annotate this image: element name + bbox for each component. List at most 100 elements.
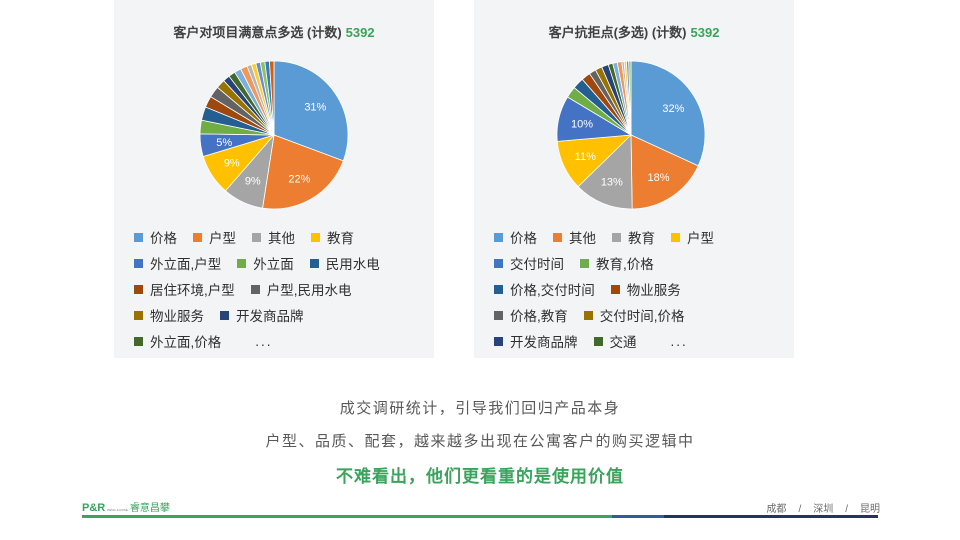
legend-item: 物业服务 bbox=[610, 279, 681, 299]
pie-slice bbox=[628, 60, 632, 136]
legend-item: 价格,交付时间 bbox=[494, 279, 595, 299]
legend-row: 价格,教育 交付时间,价格 bbox=[494, 302, 786, 328]
legend-label: 外立面 bbox=[253, 257, 294, 272]
legend-swatch bbox=[494, 284, 503, 294]
legend-label: 价格 bbox=[150, 231, 177, 246]
logo-small-text: PENG & ROSE bbox=[107, 508, 128, 512]
legend-swatch bbox=[134, 336, 143, 346]
legend-label: 物业服务 bbox=[150, 309, 204, 324]
legend-row: 交付时间 教育,价格 bbox=[494, 250, 786, 276]
legend-row: 价格 户型 其他 教育 bbox=[134, 224, 426, 250]
legend-label: 民用水电 bbox=[325, 257, 380, 272]
legend-swatch bbox=[250, 284, 260, 294]
pie-slice-label: 5% bbox=[216, 137, 232, 149]
pie-slice-label: 31% bbox=[304, 101, 326, 113]
legend-label: 教育,价格 bbox=[596, 257, 654, 272]
legend-swatch bbox=[553, 232, 562, 242]
legend-label: 教育 bbox=[628, 231, 655, 246]
pie-slice bbox=[273, 60, 349, 162]
legend-item: 价格 bbox=[494, 227, 537, 247]
legend-row: 价格,交付时间 物业服务 bbox=[494, 276, 786, 302]
footer-bar-navy bbox=[664, 515, 878, 518]
legend-label: 交通 bbox=[609, 335, 637, 350]
legend-swatch bbox=[220, 310, 229, 320]
legend-swatch bbox=[580, 258, 589, 268]
legend-row: 价格 其他 教育 户型 bbox=[494, 224, 786, 250]
legend-label: 价格,交付时间 bbox=[510, 283, 595, 298]
legend-label: 其他 bbox=[569, 231, 596, 246]
legend-row: 开发商品牌 交通... bbox=[494, 328, 786, 354]
legend-label: 价格,教育 bbox=[510, 309, 568, 324]
chart-panel-objections: 客户抗拒点(多选) (计数) 5392 32% 18% 13% 11% 10% 价格 其他教… bbox=[474, 0, 794, 358]
caption-highlight: 不难看出，他们更看重的是使用价值 bbox=[336, 467, 624, 486]
legend-swatch bbox=[610, 284, 620, 294]
pie-slice-label: 11% bbox=[575, 151, 596, 163]
pie-slice bbox=[262, 134, 344, 210]
legend-row: 外立面,价格... bbox=[134, 328, 426, 354]
chart-title: 客户抗拒点(多选) (计数) 5392 bbox=[474, 22, 794, 41]
pie-slice bbox=[577, 134, 633, 210]
city-shenzhen: 深圳 bbox=[813, 504, 834, 515]
pie-slice-label: 18% bbox=[647, 172, 669, 184]
legend-item: 价格 bbox=[134, 227, 177, 247]
legend-item: 教育,价格 bbox=[580, 253, 654, 273]
footer-bar-green bbox=[82, 515, 612, 518]
legend-more-indicator: ... bbox=[255, 333, 273, 349]
legend-item: 居住环境,户型 bbox=[134, 279, 235, 299]
legend-item: 户型 bbox=[671, 227, 714, 247]
legend-label: 户型 bbox=[209, 231, 236, 246]
city-list: 成都 / 深圳 / 昆明 bbox=[766, 500, 880, 515]
chart-legend: 价格 户型 其他 教育 外立面,户型 外立面 民用水电 居住环境,户型 户型,民用水电 物业服务 开… bbox=[134, 224, 426, 354]
legend-label: 外立面,价格 bbox=[150, 335, 222, 350]
legend-item: 教育 bbox=[612, 227, 655, 247]
legend-swatch bbox=[494, 310, 503, 320]
pie-slice-label: 22% bbox=[288, 173, 310, 185]
legend-label: 物业服务 bbox=[626, 283, 681, 298]
pie-slice-label: 10% bbox=[571, 119, 593, 131]
legend-item: 交付时间 bbox=[494, 253, 564, 273]
legend-swatch bbox=[134, 284, 143, 294]
city-separator: / bbox=[845, 504, 848, 515]
chart-title: 客户对项目满意点多选 (计数) 5392 bbox=[114, 22, 434, 41]
legend-label: 教育 bbox=[327, 231, 354, 246]
caption-line-1: 成交调研统计，引导我们回归产品本身 bbox=[339, 400, 621, 417]
pie-slice bbox=[630, 60, 706, 167]
pie-slice-label: 32% bbox=[662, 103, 684, 115]
legend-swatch bbox=[134, 310, 143, 320]
legend-item: 交付时间,价格 bbox=[583, 305, 685, 325]
legend-item: 户型,民用水电 bbox=[250, 279, 352, 299]
legend-label: 户型,民用水电 bbox=[266, 283, 352, 298]
legend-item: 教育 bbox=[311, 227, 354, 247]
pie-slice-label: 9% bbox=[224, 157, 240, 169]
logo-name: 睿意昌攀 bbox=[129, 503, 170, 514]
legend-swatch bbox=[593, 336, 603, 346]
legend-item: 开发商品牌 bbox=[494, 331, 578, 351]
footer-bar-blue bbox=[612, 515, 664, 518]
legend-item: 开发商品牌 bbox=[220, 305, 304, 325]
pie-chart-satisfaction: 31% 22% 9% 9% 5% bbox=[199, 60, 349, 210]
legend-label: 其他 bbox=[268, 231, 295, 246]
chart-total-count: 5392 bbox=[345, 25, 375, 40]
legend-swatch bbox=[612, 232, 621, 242]
legend-swatch bbox=[252, 232, 261, 242]
legend-more-indicator: ... bbox=[670, 333, 688, 349]
legend-label: 价格 bbox=[510, 231, 537, 246]
city-chengdu: 成都 bbox=[766, 504, 787, 515]
legend-item: 其他 bbox=[553, 227, 596, 247]
legend-swatch bbox=[311, 232, 320, 242]
logo-mark: P&R bbox=[82, 502, 106, 514]
legend-item: 户型 bbox=[193, 227, 236, 247]
pie-slice-label: 9% bbox=[245, 176, 261, 188]
legend-row: 外立面,户型 外立面 民用水电 bbox=[134, 250, 426, 276]
chart-total-count: 5392 bbox=[690, 25, 720, 40]
company-logo: P&R PENG & ROSE 睿意昌攀 bbox=[82, 499, 170, 514]
city-kunming: 昆明 bbox=[860, 504, 880, 515]
legend-label: 居住环境,户型 bbox=[150, 283, 235, 298]
legend-swatch bbox=[134, 232, 143, 242]
caption-line-2: 户型、品质、配套，越来越多出现在公寓客户的购买逻辑中 bbox=[265, 433, 695, 450]
legend-swatch bbox=[583, 310, 593, 320]
legend-swatch bbox=[134, 258, 143, 268]
legend-swatch bbox=[237, 258, 247, 268]
legend-row: 物业服务 开发商品牌 bbox=[134, 302, 426, 328]
legend-label: 户型 bbox=[687, 231, 714, 246]
